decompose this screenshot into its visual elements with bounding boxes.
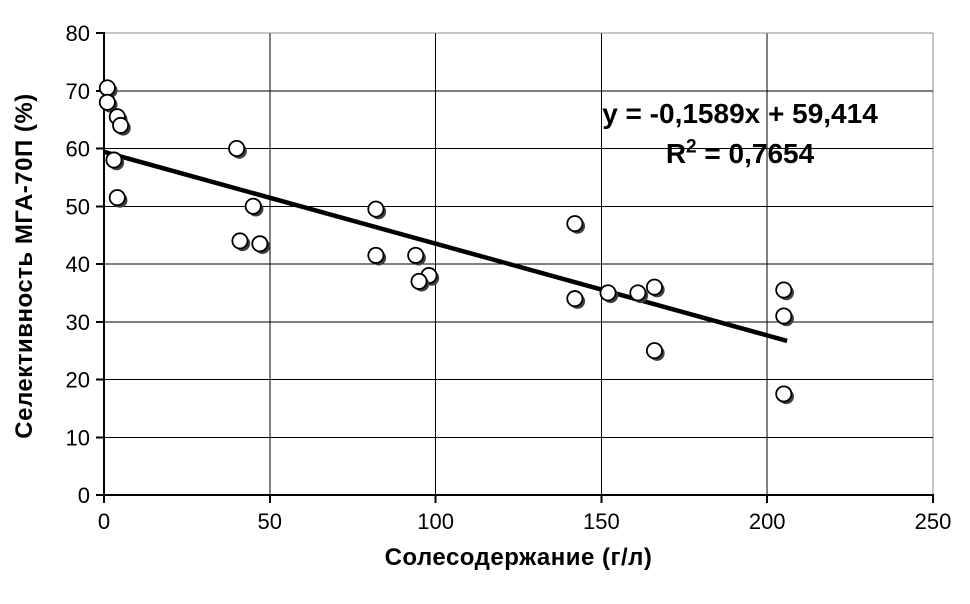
y-tick-label: 10 bbox=[66, 425, 90, 450]
y-tick-label: 50 bbox=[66, 194, 90, 219]
y-tick-label: 70 bbox=[66, 79, 90, 104]
data-point-marker bbox=[645, 278, 663, 296]
data-point-marker bbox=[775, 281, 793, 299]
r-squared-exponent: 2 bbox=[686, 136, 697, 158]
data-point-marker bbox=[775, 307, 793, 325]
data-points-group bbox=[98, 79, 794, 405]
data-point-marker bbox=[228, 139, 246, 157]
data-point-marker bbox=[108, 189, 126, 207]
data-point-marker bbox=[367, 246, 385, 264]
data-point-marker bbox=[98, 93, 116, 111]
trendline-r-squared: R2 = 0,7654 bbox=[560, 134, 920, 174]
y-tick-label: 60 bbox=[66, 137, 90, 162]
data-point-marker bbox=[367, 200, 385, 218]
trendline bbox=[103, 149, 788, 344]
trendline-equation-line1: y = -0,1589x + 59,414 bbox=[602, 98, 878, 129]
y-tick-label: 40 bbox=[66, 252, 90, 277]
r-squared-value: = 0,7654 bbox=[696, 138, 815, 169]
data-point-marker bbox=[407, 246, 425, 264]
tick-labels-group: 0 50 100 150 200 250 0 10 20 30 40 50 60 70 80 bbox=[66, 21, 952, 534]
data-point-marker bbox=[244, 197, 262, 215]
data-point-marker bbox=[251, 235, 269, 253]
x-tick-label: 50 bbox=[258, 509, 282, 534]
data-point-marker bbox=[645, 342, 663, 360]
data-point-marker bbox=[566, 290, 584, 308]
data-point-marker bbox=[112, 116, 130, 134]
x-tick-label: 100 bbox=[417, 509, 454, 534]
y-tick-label: 80 bbox=[66, 21, 90, 46]
data-point-marker bbox=[105, 151, 123, 169]
y-tick-label: 0 bbox=[78, 483, 90, 508]
x-axis-title: Солесодержание (г/л) bbox=[384, 544, 653, 571]
y-tick-label: 30 bbox=[66, 310, 90, 335]
y-tick-label: 20 bbox=[66, 368, 90, 393]
x-tick-label: 150 bbox=[583, 509, 620, 534]
y-axis-title: Селективность МГА-70П (%) bbox=[11, 93, 38, 439]
data-point-marker bbox=[566, 215, 584, 233]
data-point-marker bbox=[410, 272, 428, 290]
x-tick-label: 200 bbox=[749, 509, 786, 534]
r-squared-base: R bbox=[665, 138, 687, 169]
trendline-equation: y = -0,1589x + 59,414 R2 = 0,7654 bbox=[560, 94, 920, 174]
data-point-marker bbox=[629, 284, 647, 302]
data-point-marker bbox=[231, 232, 249, 250]
data-point-marker bbox=[775, 385, 793, 403]
data-point-marker bbox=[599, 284, 617, 302]
x-tick-label: 0 bbox=[98, 509, 110, 534]
trendline-group bbox=[103, 149, 788, 344]
x-tick-label: 250 bbox=[915, 509, 952, 534]
data-point-marker bbox=[98, 79, 116, 97]
